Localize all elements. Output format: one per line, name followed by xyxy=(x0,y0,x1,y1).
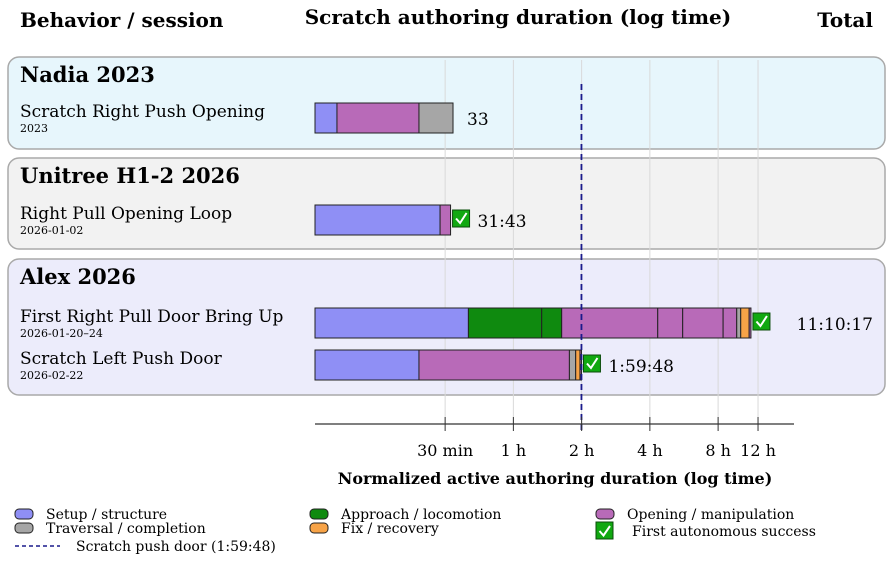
bar-segment-setup xyxy=(314,204,441,236)
bar-segment-opening xyxy=(439,204,452,236)
legend-label: Approach / locomotion xyxy=(340,507,501,523)
legend-swatch-opening xyxy=(595,508,615,520)
bar-segment-opening xyxy=(722,307,738,339)
row-label: Right Pull Opening Loop xyxy=(20,204,232,224)
success-checkmark xyxy=(455,212,468,225)
bar-segment-opening xyxy=(336,102,420,134)
bar-segment-opening xyxy=(682,307,724,339)
legend-swatch-approach xyxy=(309,508,329,520)
bar-segment-opening xyxy=(657,307,684,339)
bars-layer: 33 31:43 11:10:17 1:59:48 xyxy=(314,102,873,381)
group-panel xyxy=(7,157,886,250)
legend-success-icon xyxy=(595,521,614,540)
success-check-icon xyxy=(582,354,601,373)
group-title: Unitree H1-2 2026 xyxy=(20,163,240,188)
row-total: 31:43 xyxy=(478,212,527,232)
bar-segment-setup xyxy=(314,102,338,134)
x-tick-label: 1 h xyxy=(501,441,527,460)
group-title: Nadia 2023 xyxy=(20,62,155,87)
legend-swatch-fix xyxy=(309,522,329,534)
success-check-icon xyxy=(752,312,771,331)
x-axis-label: Normalized active authoring duration (lo… xyxy=(338,469,773,488)
chart-title: Scratch authoring duration (log time) xyxy=(305,5,732,29)
x-tick-label: 8 h xyxy=(705,441,731,460)
success-checkmark xyxy=(586,357,599,370)
legend-checkmark xyxy=(598,525,611,538)
legend-label: Traversal / completion xyxy=(46,521,206,537)
x-tick-label: 4 h xyxy=(637,441,663,460)
legend-label: Opening / manipulation xyxy=(627,507,794,523)
x-axis: 30 min 1 h 2 h 4 h 8 h 12 h xyxy=(315,417,794,460)
row-label: First Right Pull Door Bring Up xyxy=(20,307,284,327)
x-tick-label: 30 min xyxy=(417,441,473,460)
row-total: 33 xyxy=(467,110,489,130)
group-title: Alex 2026 xyxy=(19,264,136,289)
bar-segment-fix xyxy=(740,307,750,339)
legend-label: Scratch push door (1:59:48) xyxy=(76,539,276,555)
header-left: Behavior / session xyxy=(20,8,224,32)
bar-segment-setup xyxy=(314,349,420,381)
row-total: 11:10:17 xyxy=(797,315,873,335)
legend-swatch-setup xyxy=(14,508,34,520)
bar-segment-traversal xyxy=(568,349,577,381)
legend: Setup / structure Approach / locomotion Op… xyxy=(14,507,816,555)
bar-segment-fix xyxy=(575,349,581,381)
row-label: Scratch Left Push Door xyxy=(20,349,223,369)
row-date: 2026-02-22 xyxy=(20,369,83,382)
row-label: Scratch Right Push Opening xyxy=(20,102,265,122)
bar-segment-traversal xyxy=(736,307,742,339)
bar-segment-opening xyxy=(418,349,570,381)
bar-segment-opening xyxy=(748,307,752,339)
row-total: 1:59:48 xyxy=(608,357,674,377)
bar-segment-traversal xyxy=(418,102,454,134)
bar-segment-approach xyxy=(541,307,563,339)
legend-label: Fix / recovery xyxy=(341,521,439,537)
header-right: Total xyxy=(817,8,873,32)
bar-segment-approach xyxy=(467,307,543,339)
bar-segment-setup xyxy=(314,307,469,339)
legend-label: First autonomous success xyxy=(632,524,816,540)
row-date: 2026-01-20–24 xyxy=(20,327,103,340)
x-tick-label: 12 h xyxy=(740,441,776,460)
success-checkmark xyxy=(755,315,768,328)
legend-swatch-traversal xyxy=(14,522,34,534)
x-tick-label: 2 h xyxy=(569,441,595,460)
row-date: 2026-01-02 xyxy=(20,224,83,237)
success-check-icon xyxy=(452,209,471,228)
row-date: 2023 xyxy=(20,122,48,135)
legend-label: Setup / structure xyxy=(46,507,167,523)
bar-segment-opening xyxy=(561,307,659,339)
